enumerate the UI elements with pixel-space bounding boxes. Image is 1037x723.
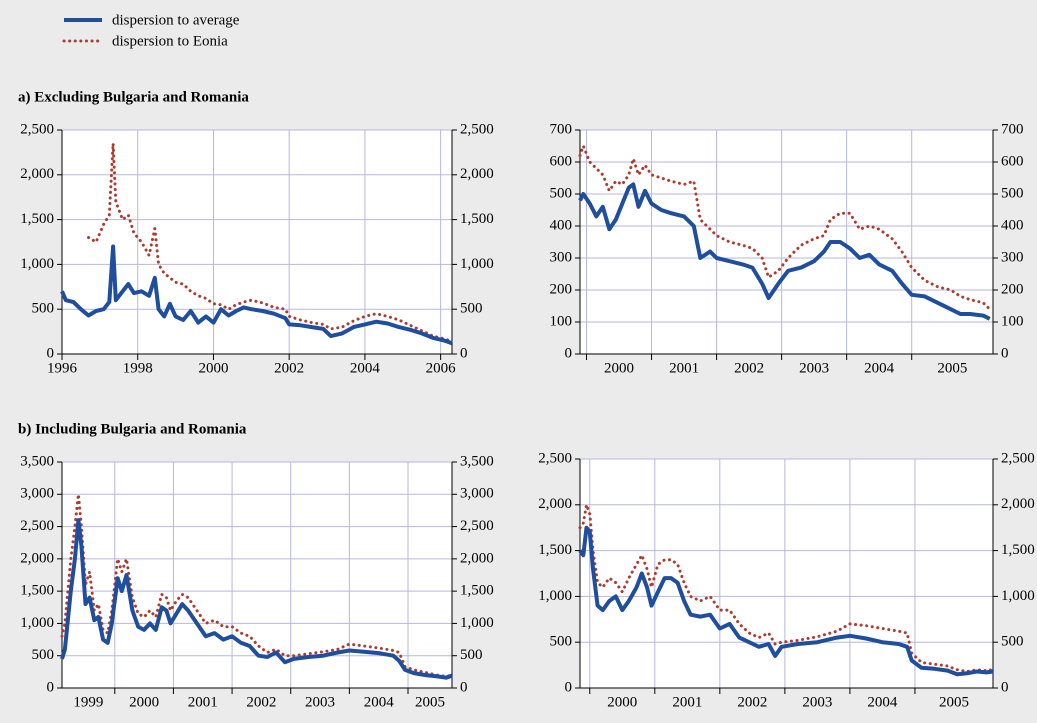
y-tick-label: 200 (550, 281, 573, 297)
y-tick-label: 700 (550, 121, 573, 137)
y2-tick-label: 1,000 (460, 615, 494, 631)
x-tick-label: 2002 (737, 694, 767, 710)
y-tick-label: 2,500 (20, 518, 54, 534)
y2-tick-label: 1,500 (1001, 542, 1035, 558)
x-tick-label: 2004 (867, 694, 898, 710)
x-tick-label: 2001 (672, 694, 702, 710)
y-tick-label: 100 (550, 313, 573, 329)
x-tick-label: 1999 (73, 694, 103, 710)
x-tick-label: 2000 (607, 694, 637, 710)
y-tick-label: 2,000 (538, 496, 572, 512)
x-tick-label: 2003 (799, 360, 829, 376)
y-tick-label: 3,000 (20, 486, 54, 502)
section-title: b) Including Bulgaria and Romania (18, 421, 247, 437)
y-tick-label: 300 (550, 249, 573, 265)
y-tick-label: 2,000 (20, 550, 54, 566)
y-tick-label: 0 (47, 679, 55, 695)
legend-label: dispersion to Eonia (112, 33, 228, 49)
y-tick-label: 1,000 (538, 588, 572, 604)
y-tick-label: 2,000 (20, 166, 54, 182)
y-tick-label: 2,500 (20, 121, 54, 137)
y2-tick-label: 1,500 (460, 583, 494, 599)
y2-tick-label: 0 (460, 679, 468, 695)
y-tick-label: 0 (47, 345, 55, 361)
y-tick-label: 500 (32, 301, 55, 317)
y2-tick-label: 0 (1001, 345, 1009, 361)
y-tick-label: 500 (32, 647, 55, 663)
series-line (578, 182, 991, 321)
y2-tick-label: 2,000 (460, 166, 494, 182)
y2-tick-label: 500 (1001, 185, 1024, 201)
y-tick-label: 1,500 (20, 583, 54, 599)
y-tick-label: 1,000 (20, 615, 54, 631)
y-tick-label: 1,000 (20, 256, 54, 272)
x-tick-label: 2005 (937, 360, 967, 376)
y-tick-label: 600 (550, 153, 573, 169)
y2-tick-label: 500 (460, 647, 483, 663)
x-tick-label: 2003 (802, 694, 832, 710)
x-tick-label: 1996 (47, 360, 78, 376)
series-line (578, 525, 994, 677)
plot-area (62, 130, 452, 354)
y-tick-label: 0 (565, 345, 573, 361)
y2-tick-label: 1,500 (460, 211, 494, 227)
plot-area (580, 130, 993, 354)
y2-tick-label: 200 (1001, 281, 1024, 297)
y2-tick-label: 500 (460, 301, 483, 317)
y2-tick-label: 3,500 (460, 453, 494, 469)
x-tick-label: 2000 (604, 360, 634, 376)
x-tick-label: 2000 (198, 360, 228, 376)
y-tick-label: 2,500 (538, 450, 572, 466)
series-line (578, 498, 995, 674)
y2-tick-label: 100 (1001, 313, 1024, 329)
y2-tick-label: 400 (1001, 217, 1024, 233)
y-tick-label: 500 (550, 634, 573, 650)
series-line (60, 244, 453, 346)
x-tick-label: 2001 (669, 360, 699, 376)
y2-tick-label: 700 (1001, 121, 1024, 137)
y-tick-label: 0 (565, 679, 573, 695)
y-tick-label: 400 (550, 217, 573, 233)
series-line (60, 518, 453, 680)
y2-tick-label: 0 (460, 345, 468, 361)
x-tick-label: 2004 (864, 360, 895, 376)
legend-label: dispersion to average (112, 12, 240, 28)
y-tick-label: 3,500 (20, 453, 54, 469)
y2-tick-label: 1,000 (460, 256, 494, 272)
y2-tick-label: 2,000 (460, 550, 494, 566)
x-tick-label: 2004 (364, 694, 395, 710)
y-tick-label: 1,500 (20, 211, 54, 227)
x-tick-label: 2003 (305, 694, 335, 710)
x-tick-label: 2005 (939, 694, 969, 710)
section-title: a) Excluding Bulgaria and Romania (18, 89, 249, 105)
x-tick-label: 2006 (426, 360, 457, 376)
y2-tick-label: 300 (1001, 249, 1024, 265)
x-tick-label: 2001 (188, 694, 218, 710)
x-tick-label: 2000 (129, 694, 159, 710)
y2-tick-label: 2,500 (460, 121, 494, 137)
series-line (578, 141, 992, 311)
y2-tick-label: 2,500 (1001, 450, 1035, 466)
y2-tick-label: 600 (1001, 153, 1024, 169)
y2-tick-label: 2,500 (460, 518, 494, 534)
series-line (60, 494, 454, 678)
y-tick-label: 500 (550, 185, 573, 201)
y2-tick-label: 0 (1001, 679, 1009, 695)
x-tick-label: 2002 (734, 360, 764, 376)
series-line (87, 143, 454, 343)
y2-tick-label: 2,000 (1001, 496, 1035, 512)
x-tick-label: 1998 (123, 360, 153, 376)
x-tick-label: 2005 (415, 694, 445, 710)
x-tick-label: 2002 (274, 360, 304, 376)
y2-tick-label: 1,000 (1001, 588, 1035, 604)
x-tick-label: 2004 (350, 360, 381, 376)
y2-tick-label: 500 (1001, 634, 1024, 650)
y-tick-label: 1,500 (538, 542, 572, 558)
x-tick-label: 2002 (246, 694, 276, 710)
y2-tick-label: 3,000 (460, 486, 494, 502)
